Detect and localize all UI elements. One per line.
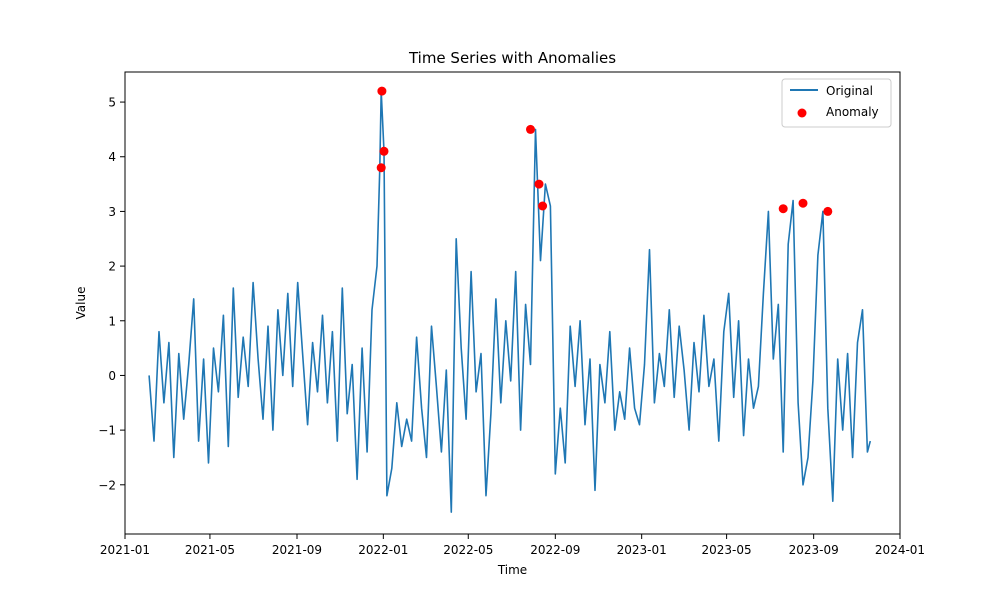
legend: Original Anomaly <box>781 78 892 128</box>
legend-label-anomaly: Anomaly <box>826 105 879 119</box>
series-line-original <box>148 90 872 513</box>
x-tick-label: 2021-01 <box>100 543 150 557</box>
legend-anomaly-swatch <box>797 108 807 118</box>
y-tick-label: 4 <box>108 150 116 164</box>
x-tick-label: 2021-05 <box>185 543 235 557</box>
anomaly-points-layer <box>376 86 833 216</box>
x-tick-label: 2021-09 <box>272 543 322 557</box>
anomaly-point <box>377 86 387 96</box>
anomaly-point <box>798 198 808 208</box>
x-tick-label: 2022-05 <box>443 543 493 557</box>
chart-title: Time Series with Anomalies <box>408 49 616 67</box>
y-tick-label: 5 <box>108 96 116 110</box>
x-tick-label: 2023-09 <box>789 543 839 557</box>
legend-label-original: Original <box>826 84 873 98</box>
x-tick-label: 2022-09 <box>530 543 580 557</box>
y-axis-title: Value <box>74 287 88 320</box>
y-tick-label: −1 <box>98 424 116 438</box>
x-tick-label: 2022-01 <box>358 543 408 557</box>
anomaly-point <box>376 163 386 173</box>
y-tick-label: 3 <box>108 205 116 219</box>
anomaly-point <box>823 206 833 216</box>
y-tick-label: −2 <box>98 478 116 492</box>
x-tick-label: 2023-01 <box>617 543 667 557</box>
x-axis-title: Time <box>497 563 527 577</box>
axes: 2021-01 2021-05 2021-09 2022-01 2022-05 2022-… <box>98 71 925 557</box>
y-tick-label: 2 <box>108 260 116 274</box>
anomaly-point <box>526 124 535 134</box>
y-tick-label: 0 <box>108 369 116 383</box>
anomaly-point <box>778 204 788 214</box>
y-tick-label: 1 <box>108 314 116 328</box>
anomaly-point <box>534 179 544 189</box>
anomaly-point <box>538 201 548 211</box>
anomaly-point <box>379 146 389 156</box>
series-line-layer <box>148 90 872 513</box>
x-tick-label: 2023-05 <box>702 543 752 557</box>
x-tick-label: 2024-01 <box>875 543 925 557</box>
plot-frame <box>124 71 901 535</box>
